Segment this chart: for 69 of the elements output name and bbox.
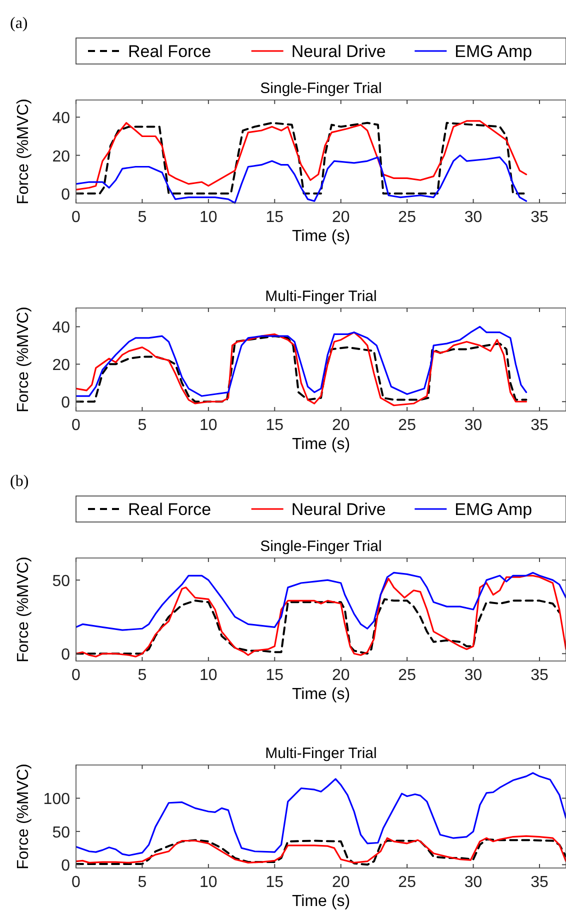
- line-series: [76, 154, 528, 204]
- x-tick-label: 35: [530, 209, 549, 226]
- x-tick-label: 30: [464, 667, 482, 684]
- x-tick-label: 10: [200, 417, 218, 434]
- x-tick-label: 20: [332, 667, 350, 684]
- y-axis-title: Force (%MVC): [15, 764, 32, 870]
- legend-label: Real Force: [128, 500, 212, 519]
- x-tick-label: 35: [530, 417, 549, 434]
- y-tick-label: 20: [52, 148, 70, 166]
- y-tick-label: 40: [52, 320, 70, 337]
- x-tick-label: 5: [138, 874, 147, 891]
- legend-label: Neural Drive: [291, 42, 386, 61]
- y-tick-label: 0: [61, 394, 70, 412]
- legend-label: EMG Amp: [454, 500, 532, 519]
- x-tick-label: 30: [464, 417, 482, 434]
- x-axis-title: Time (s): [292, 436, 350, 453]
- x-tick-label: 0: [72, 209, 81, 226]
- x-tick-label: 15: [266, 874, 284, 891]
- x-tick-label: 20: [332, 417, 350, 434]
- x-tick-label: 30: [464, 874, 482, 891]
- line-series: [76, 572, 566, 631]
- x-tick-label: 30: [464, 209, 482, 226]
- x-tick-label: 5: [138, 417, 147, 434]
- x-tick-label: 5: [138, 209, 147, 226]
- y-axis-title: Force (%MVC): [15, 306, 32, 412]
- chart-title: Single-Finger Trial: [260, 80, 382, 97]
- x-tick-label: 15: [266, 417, 284, 434]
- x-axis-title: Time (s): [292, 228, 350, 245]
- x-tick-label: 35: [530, 667, 549, 684]
- x-tick-label: 25: [398, 874, 416, 891]
- x-tick-label: 25: [398, 417, 416, 434]
- x-tick-label: 10: [200, 209, 218, 226]
- y-tick-label: 0: [61, 858, 70, 875]
- x-tick-label: 0: [72, 417, 81, 434]
- x-tick-label: 0: [72, 667, 81, 684]
- y-tick-label: 40: [52, 110, 70, 128]
- y-tick-label: 50: [52, 824, 70, 842]
- chart-title: Multi-Finger Trial: [265, 288, 377, 305]
- y-tick-label: 100: [43, 791, 70, 808]
- chart-title: Single-Finger Trial: [260, 538, 382, 555]
- x-tick-label: 35: [530, 874, 549, 891]
- text: (a): [10, 15, 28, 32]
- line-series: [76, 598, 560, 655]
- x-tick-label: 5: [138, 667, 147, 684]
- x-axis-title: Time (s): [292, 893, 350, 910]
- y-tick-label: 20: [52, 357, 70, 374]
- line-series: [76, 772, 566, 856]
- line-series: [76, 574, 566, 658]
- x-tick-label: 20: [332, 874, 350, 891]
- text: (b): [10, 473, 29, 490]
- y-tick-label: 50: [52, 573, 70, 590]
- x-tick-label: 25: [398, 667, 416, 684]
- x-tick-label: 25: [398, 209, 416, 226]
- x-tick-label: 0: [72, 874, 81, 891]
- legend-label: Real Force: [128, 42, 212, 61]
- y-tick-label: 0: [61, 186, 70, 204]
- line-series: [76, 326, 528, 397]
- x-axis-title: Time (s): [292, 686, 350, 703]
- x-tick-label: 10: [200, 667, 218, 684]
- x-tick-label: 10: [200, 874, 218, 891]
- x-tick-label: 15: [266, 667, 284, 684]
- y-axis-title: Force (%MVC): [15, 98, 32, 204]
- x-tick-label: 15: [266, 209, 284, 226]
- y-tick-label: 0: [61, 646, 70, 664]
- y-axis-title: Force (%MVC): [15, 556, 32, 662]
- x-tick-label: 20: [332, 209, 350, 226]
- legend-label: Neural Drive: [291, 500, 386, 519]
- chart-title: Multi-Finger Trial: [265, 745, 377, 762]
- legend-label: EMG Amp: [454, 42, 532, 61]
